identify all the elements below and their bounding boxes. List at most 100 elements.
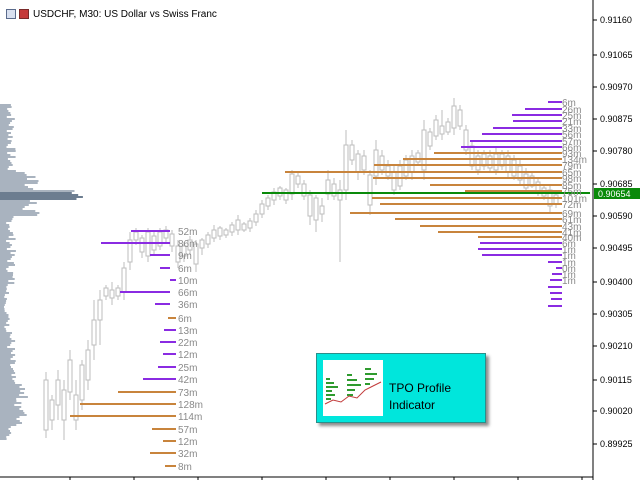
price-tick-label: 0.91160: [600, 15, 632, 25]
profile-bar: [0, 368, 13, 370]
right-tpo-label: 57m: [562, 137, 581, 148]
candle: [55, 370, 61, 420]
price-tick-label: 0.90495: [600, 243, 633, 253]
profile-bar: [0, 344, 11, 346]
candle: [115, 285, 121, 300]
candle: [229, 222, 235, 236]
profile-bar: [0, 282, 15, 284]
candle: [205, 232, 211, 248]
profile-bar: [0, 258, 11, 260]
profile-bar: [0, 162, 12, 164]
left-tpo-label: 57m: [178, 425, 197, 436]
profile-bar: [0, 432, 12, 434]
candle: [121, 262, 127, 300]
candle: [271, 188, 277, 205]
candle: [67, 350, 73, 400]
candle: [169, 230, 175, 252]
profile-bar: [0, 374, 12, 376]
left-tpo-label: 12m: [178, 437, 197, 448]
profile-bar: [0, 218, 13, 220]
profile-bar: [0, 232, 13, 234]
candle: [415, 150, 421, 165]
right-tpo-label: 1m: [562, 245, 576, 256]
left-tpo-label: 22m: [178, 338, 197, 349]
price-tick-label: 0.90970: [600, 82, 633, 92]
profile-bar: [0, 294, 5, 296]
profile-bar: [0, 140, 12, 142]
candle: [193, 240, 199, 272]
tpo-promo-box[interactable]: TPO Profile Indicator: [316, 353, 486, 423]
profile-bar: [0, 394, 20, 396]
price-tick-label: 0.91065: [600, 50, 633, 60]
profile-bar: [0, 398, 17, 400]
right-tpo-label: 25m: [562, 111, 581, 122]
profile-bar: [0, 222, 7, 224]
candle: [445, 118, 451, 135]
profile-bar: [0, 200, 30, 202]
profile-bar: [0, 270, 8, 272]
left-tpo-label: 6m: [178, 264, 192, 275]
candle: [199, 238, 205, 255]
profile-bar: [0, 246, 11, 248]
chart-bars-icon[interactable]: [19, 9, 29, 19]
right-tpo-label: 43m: [562, 222, 581, 233]
profile-bar: [0, 354, 16, 356]
left-tpo-label: 8m: [178, 462, 192, 473]
profile-bar: [0, 182, 38, 184]
profile-bar: [0, 404, 15, 406]
candle: [439, 110, 445, 140]
profile-bar: [0, 234, 14, 236]
profile-bar: [0, 346, 8, 348]
profile-bar: [0, 274, 13, 276]
profile-bar: [0, 236, 9, 238]
profile-bar: [0, 242, 10, 244]
candle: [91, 300, 97, 360]
profile-bar: [0, 214, 38, 216]
candle: [97, 290, 103, 345]
promo-thumbnail: [323, 360, 383, 416]
profile-bar: [0, 296, 5, 298]
profile-bar: [0, 248, 7, 250]
left-tpo-label: 73m: [178, 388, 197, 399]
candle: [253, 210, 259, 226]
candle: [43, 372, 49, 438]
profile-bar: [0, 290, 7, 292]
profile-bar: [0, 268, 7, 270]
left-tpo-label: 9m: [178, 251, 192, 262]
right-tpo-label: 134m: [562, 155, 587, 166]
candle: [463, 125, 469, 155]
right-tpo-label: 21m: [562, 117, 581, 128]
right-tpo-label: 75m: [562, 187, 581, 198]
candle: [343, 130, 349, 200]
profile-bar: [0, 318, 10, 320]
profile-bar: [0, 212, 40, 214]
profile-bar: [0, 240, 7, 242]
profile-bar: [0, 264, 15, 266]
candle: [103, 285, 109, 300]
profile-bar: [0, 324, 10, 326]
price-tick-label: 0.90875: [600, 114, 633, 124]
candle: [175, 240, 181, 268]
profile-bar: [0, 330, 7, 332]
candle: [307, 190, 313, 225]
profile-bar: [0, 168, 8, 170]
profile-bar: [0, 226, 10, 228]
profile-bar: [0, 122, 11, 124]
profile-bar: [0, 276, 13, 278]
left-tpo-label: 36m: [178, 300, 197, 311]
profile-bar: [0, 384, 22, 386]
profile-bar: [0, 308, 5, 310]
profile-bar: [0, 150, 16, 152]
profile-bar: [0, 202, 37, 204]
right-tpo-label: 79m: [562, 161, 581, 172]
candlesticks: [43, 98, 559, 440]
profile-bar: [0, 284, 8, 286]
profile-bar: [0, 426, 11, 428]
profile-bar: [0, 244, 12, 246]
candle: [553, 192, 559, 208]
profile-bar: [0, 280, 9, 282]
chart-title-bar: USDCHF, M30: US Dollar vs Swiss Franc: [6, 7, 217, 21]
chart-grid-icon[interactable]: [6, 9, 16, 19]
